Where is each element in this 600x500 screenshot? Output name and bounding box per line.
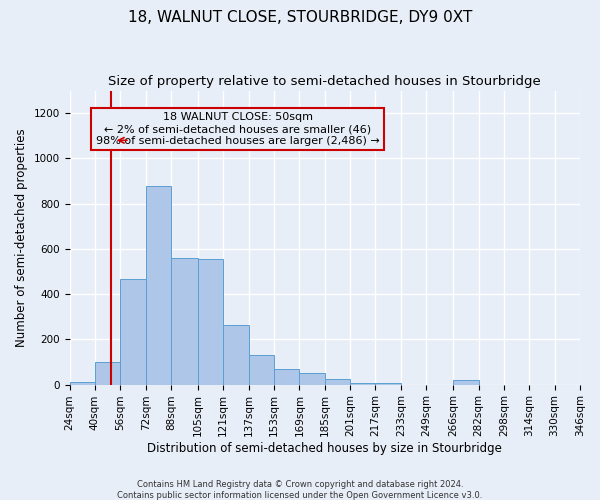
Text: Contains HM Land Registry data © Crown copyright and database right 2024.
Contai: Contains HM Land Registry data © Crown c… xyxy=(118,480,482,500)
Bar xyxy=(453,380,479,384)
Bar xyxy=(198,259,223,384)
Y-axis label: Number of semi-detached properties: Number of semi-detached properties xyxy=(15,128,28,347)
Bar xyxy=(146,186,171,384)
Bar xyxy=(120,280,146,384)
Bar xyxy=(325,379,350,384)
Bar xyxy=(70,382,95,384)
Bar xyxy=(171,258,198,384)
Bar xyxy=(274,369,299,384)
Bar xyxy=(248,355,274,384)
Bar xyxy=(223,324,248,384)
Text: 18, WALNUT CLOSE, STOURBRIDGE, DY9 0XT: 18, WALNUT CLOSE, STOURBRIDGE, DY9 0XT xyxy=(128,10,472,25)
X-axis label: Distribution of semi-detached houses by size in Stourbridge: Distribution of semi-detached houses by … xyxy=(148,442,502,455)
Bar xyxy=(299,374,325,384)
Text: 18 WALNUT CLOSE: 50sqm
← 2% of semi-detached houses are smaller (46)
98% of semi: 18 WALNUT CLOSE: 50sqm ← 2% of semi-deta… xyxy=(95,112,379,146)
Title: Size of property relative to semi-detached houses in Stourbridge: Size of property relative to semi-detach… xyxy=(109,75,541,88)
Bar xyxy=(95,362,120,384)
